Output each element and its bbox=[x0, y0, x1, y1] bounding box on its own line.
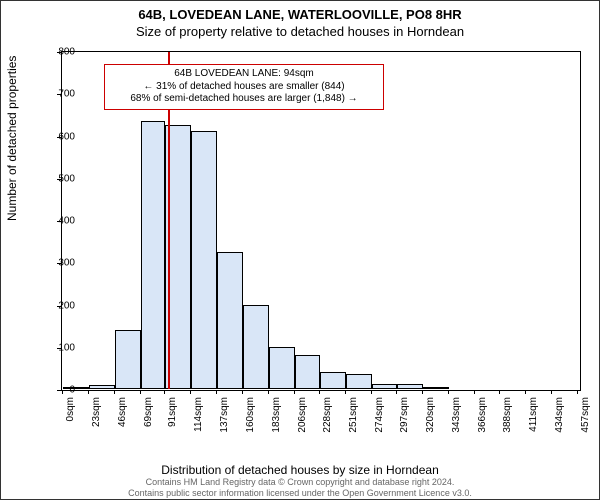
xtick-mark bbox=[551, 390, 552, 394]
histogram-bar bbox=[269, 347, 295, 389]
xtick-mark bbox=[62, 390, 63, 394]
histogram-bar bbox=[295, 355, 320, 389]
annotation-line: ← 31% of detached houses are smaller (84… bbox=[111, 81, 377, 94]
xtick-mark bbox=[114, 390, 115, 394]
ytick-label: 100 bbox=[58, 342, 75, 353]
footer-line-2: Contains public sector information licen… bbox=[1, 488, 599, 498]
xtick-mark bbox=[140, 390, 141, 394]
ytick-label: 400 bbox=[58, 216, 75, 227]
xtick-label: 320sqm bbox=[425, 397, 436, 433]
x-axis-label: Distribution of detached houses by size … bbox=[1, 463, 599, 477]
xtick-mark bbox=[268, 390, 269, 394]
xtick-label: 114sqm bbox=[193, 397, 204, 432]
ytick-label: 500 bbox=[58, 173, 75, 184]
histogram-bar bbox=[141, 121, 166, 389]
xtick-label: 0sqm bbox=[65, 397, 76, 421]
xtick-mark bbox=[319, 390, 320, 394]
y-axis-label: Number of detached properties bbox=[5, 56, 19, 221]
histogram-bar bbox=[397, 384, 423, 389]
xtick-label: 69sqm bbox=[143, 397, 154, 427]
xtick-mark bbox=[525, 390, 526, 394]
chart-container: 64B, LOVEDEAN LANE, WATERLOOVILLE, PO8 8… bbox=[0, 0, 600, 500]
ytick-label: 200 bbox=[58, 300, 75, 311]
xtick-mark bbox=[499, 390, 500, 394]
annotation-line: 64B LOVEDEAN LANE: 94sqm bbox=[111, 68, 377, 81]
xtick-label: 228sqm bbox=[322, 397, 333, 433]
xtick-mark bbox=[396, 390, 397, 394]
xtick-label: 388sqm bbox=[502, 397, 513, 433]
histogram-bar bbox=[372, 384, 398, 389]
xtick-label: 183sqm bbox=[271, 397, 282, 433]
plot-region: 64B LOVEDEAN LANE: 94sqm← 31% of detache… bbox=[61, 51, 581, 391]
xtick-label: 251sqm bbox=[348, 397, 359, 433]
xtick-label: 46sqm bbox=[117, 397, 128, 427]
annotation-line: 68% of semi-detached houses are larger (… bbox=[111, 93, 377, 106]
xtick-mark bbox=[164, 390, 165, 394]
xtick-mark bbox=[345, 390, 346, 394]
xtick-label: 366sqm bbox=[477, 397, 488, 433]
histogram-bar bbox=[243, 305, 269, 390]
xtick-label: 343sqm bbox=[451, 397, 462, 433]
ytick-label: 0 bbox=[69, 385, 75, 396]
xtick-mark bbox=[474, 390, 475, 394]
chart-title-1: 64B, LOVEDEAN LANE, WATERLOOVILLE, PO8 8… bbox=[1, 1, 599, 22]
xtick-label: 206sqm bbox=[297, 397, 308, 433]
xtick-mark bbox=[190, 390, 191, 394]
annotation-box: 64B LOVEDEAN LANE: 94sqm← 31% of detache… bbox=[104, 64, 384, 110]
xtick-label: 297sqm bbox=[399, 397, 410, 433]
ytick-label: 300 bbox=[58, 258, 75, 269]
histogram-bar bbox=[423, 387, 449, 389]
xtick-mark bbox=[294, 390, 295, 394]
xtick-label: 160sqm bbox=[245, 397, 256, 433]
chart-title-2: Size of property relative to detached ho… bbox=[1, 22, 599, 39]
xtick-mark bbox=[242, 390, 243, 394]
xtick-mark bbox=[448, 390, 449, 394]
xtick-label: 434sqm bbox=[554, 397, 565, 433]
xtick-mark bbox=[422, 390, 423, 394]
xtick-mark bbox=[371, 390, 372, 394]
footer-line-1: Contains HM Land Registry data © Crown c… bbox=[1, 477, 599, 487]
histogram-bar bbox=[89, 385, 115, 389]
ytick-mark bbox=[57, 390, 61, 391]
histogram-bar bbox=[320, 372, 346, 389]
xtick-label: 274sqm bbox=[374, 397, 385, 433]
xtick-mark bbox=[88, 390, 89, 394]
ytick-label: 600 bbox=[58, 131, 75, 142]
xtick-label: 411sqm bbox=[528, 397, 539, 432]
xtick-label: 457sqm bbox=[580, 397, 591, 433]
ytick-label: 700 bbox=[58, 89, 75, 100]
histogram-bar bbox=[63, 387, 89, 389]
xtick-label: 23sqm bbox=[91, 397, 102, 427]
histogram-bar bbox=[217, 252, 243, 389]
xtick-mark bbox=[577, 390, 578, 394]
ytick-label: 800 bbox=[58, 47, 75, 58]
xtick-label: 137sqm bbox=[219, 397, 230, 433]
chart-area: 64B LOVEDEAN LANE: 94sqm← 31% of detache… bbox=[61, 51, 581, 391]
xtick-label: 91sqm bbox=[167, 397, 178, 427]
xtick-mark bbox=[216, 390, 217, 394]
histogram-bar bbox=[191, 131, 217, 389]
histogram-bar bbox=[115, 330, 141, 389]
footer-attribution: Contains HM Land Registry data © Crown c… bbox=[1, 477, 599, 498]
histogram-bar bbox=[346, 374, 372, 389]
